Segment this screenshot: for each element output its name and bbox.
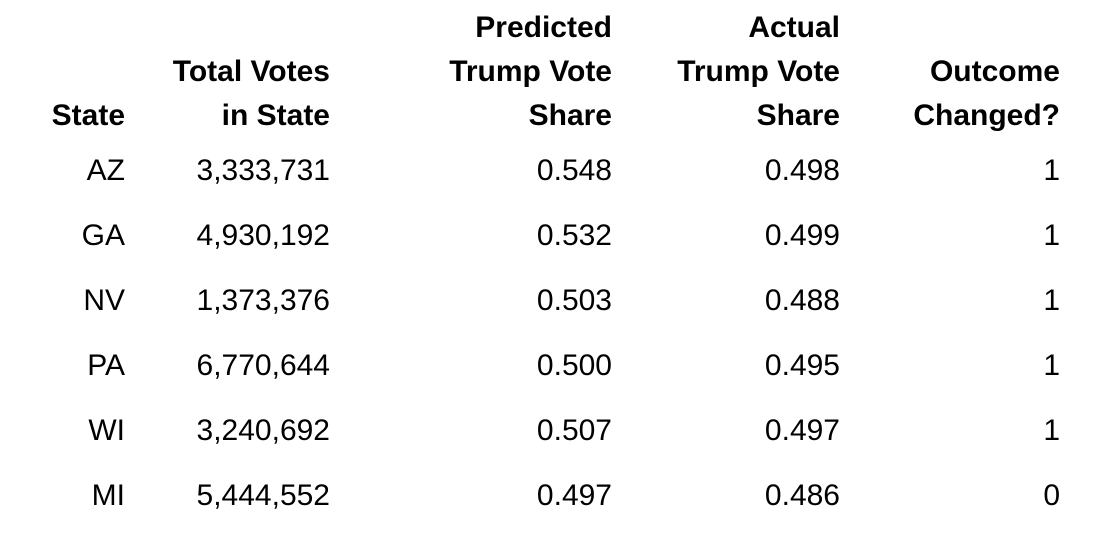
cell-actual-share: 0.488 — [764, 283, 840, 317]
header-row: State Total Votes in State Predicted Tru… — [0, 6, 1060, 138]
cell-actual-share: 0.498 — [764, 153, 840, 187]
cell-actual-share: 0.495 — [764, 348, 840, 382]
cell-state: NV — [83, 283, 125, 317]
cell-predicted-share: 0.548 — [536, 153, 612, 187]
cell-total-votes: 6,770,644 — [196, 348, 330, 382]
table-body: AZ 3,333,731 0.548 0.498 1 GA 4,930,192 … — [0, 138, 1060, 528]
column-header-actual-share: Actual Trump Vote Share — [677, 11, 840, 132]
table-row-az: AZ 3,333,731 0.548 0.498 1 — [0, 138, 1060, 203]
cell-total-votes: 4,930,192 — [196, 218, 330, 252]
cell-actual-share: 0.497 — [764, 413, 840, 447]
cell-outcome-changed: 1 — [1043, 153, 1060, 187]
cell-total-votes: 3,333,731 — [196, 153, 330, 187]
table-row-nv: NV 1,373,376 0.503 0.488 1 — [0, 268, 1060, 333]
cell-outcome-changed: 1 — [1043, 218, 1060, 252]
cell-actual-share: 0.486 — [764, 478, 840, 512]
table-row-ga: GA 4,930,192 0.532 0.499 1 — [0, 203, 1060, 268]
cell-total-votes: 3,240,692 — [196, 413, 330, 447]
cell-outcome-changed: 1 — [1043, 413, 1060, 447]
cell-outcome-changed: 1 — [1043, 348, 1060, 382]
cell-predicted-share: 0.497 — [536, 478, 612, 512]
column-header-total-votes: Total Votes in State — [172, 55, 330, 132]
cell-total-votes: 5,444,552 — [196, 478, 330, 512]
cell-predicted-share: 0.507 — [536, 413, 612, 447]
cell-state: PA — [87, 348, 125, 382]
cell-state: WI — [88, 413, 125, 447]
cell-state: AZ — [86, 153, 125, 187]
table-row-wi: WI 3,240,692 0.507 0.497 1 — [0, 398, 1060, 463]
table-row-pa: PA 6,770,644 0.500 0.495 1 — [0, 333, 1060, 398]
cell-state: MI — [91, 478, 125, 512]
column-header-outcome-changed: Outcome Changed? — [913, 55, 1060, 132]
table-header: State Total Votes in State Predicted Tru… — [0, 6, 1060, 138]
cell-state: GA — [81, 218, 125, 252]
cell-predicted-share: 0.500 — [536, 348, 612, 382]
cell-total-votes: 1,373,376 — [196, 283, 330, 317]
vote-share-table: State Total Votes in State Predicted Tru… — [0, 6, 1060, 528]
column-header-predicted-share: Predicted Trump Vote Share — [449, 11, 612, 132]
cell-outcome-changed: 0 — [1043, 478, 1060, 512]
cell-actual-share: 0.499 — [764, 218, 840, 252]
cell-predicted-share: 0.532 — [536, 218, 612, 252]
table-row-mi: MI 5,444,552 0.497 0.486 0 — [0, 463, 1060, 528]
column-header-state: State — [51, 99, 125, 132]
cell-predicted-share: 0.503 — [536, 283, 612, 317]
cell-outcome-changed: 1 — [1043, 283, 1060, 317]
